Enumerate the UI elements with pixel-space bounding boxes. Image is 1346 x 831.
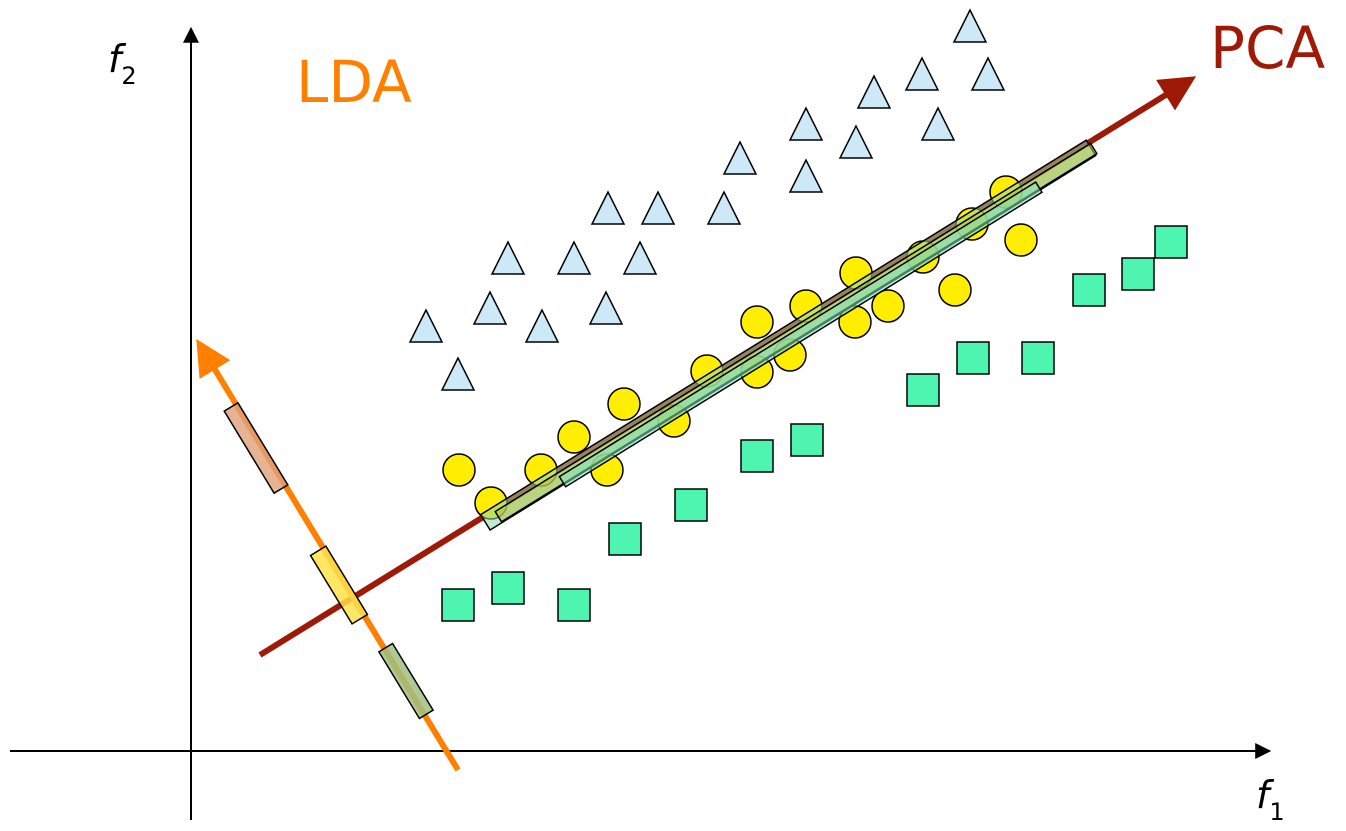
triangle-point: [556, 240, 592, 275]
square-point: [441, 588, 475, 622]
square-point: [906, 373, 940, 407]
lda-projection-triangle: [223, 401, 289, 495]
pca-label: PCA: [1210, 14, 1325, 82]
square-point: [1154, 225, 1188, 259]
x-axis-label: f1: [1256, 773, 1285, 826]
square-point: [1021, 341, 1055, 375]
triangle-point: [622, 240, 658, 275]
square-point: [674, 488, 708, 522]
triangle-point: [856, 74, 892, 109]
triangle-point: [408, 308, 444, 343]
square-points: [441, 225, 1188, 622]
triangle-point: [788, 158, 824, 193]
square-point: [740, 439, 774, 473]
square-point: [1072, 273, 1106, 307]
triangle-point: [640, 190, 676, 225]
triangle-point: [490, 240, 526, 275]
triangle-point: [788, 106, 824, 141]
triangle-point: [952, 8, 988, 43]
circle-point: [938, 273, 972, 307]
pca-projections: [479, 139, 1098, 532]
lda-projection-square: [377, 642, 435, 720]
circle-point: [607, 387, 641, 421]
triangle-point: [524, 308, 560, 343]
circle-point: [871, 289, 905, 323]
square-point: [491, 571, 525, 605]
triangle-point: [588, 290, 624, 325]
triangle-point: [838, 124, 874, 159]
triangle-point: [440, 356, 476, 391]
square-point: [608, 522, 642, 556]
triangle-point: [722, 140, 758, 175]
circle-point: [557, 420, 591, 454]
triangle-point: [904, 56, 940, 91]
square-point: [1121, 257, 1155, 291]
circle-point: [442, 453, 476, 487]
triangle-point: [590, 190, 626, 225]
triangle-point: [706, 190, 742, 225]
circle-point: [1004, 223, 1038, 257]
triangle-point: [970, 56, 1006, 91]
pca-projection-square: [558, 181, 1044, 488]
circle-point: [740, 305, 774, 339]
square-point: [557, 588, 591, 622]
y-axis-label: f2: [108, 37, 137, 90]
triangle-point: [920, 106, 956, 141]
triangle-points: [408, 8, 1006, 391]
lda-projection-circle: [309, 545, 369, 625]
square-point: [790, 423, 824, 457]
lda-label: LDA: [296, 48, 412, 116]
square-point: [956, 341, 990, 375]
triangle-point: [472, 290, 508, 325]
